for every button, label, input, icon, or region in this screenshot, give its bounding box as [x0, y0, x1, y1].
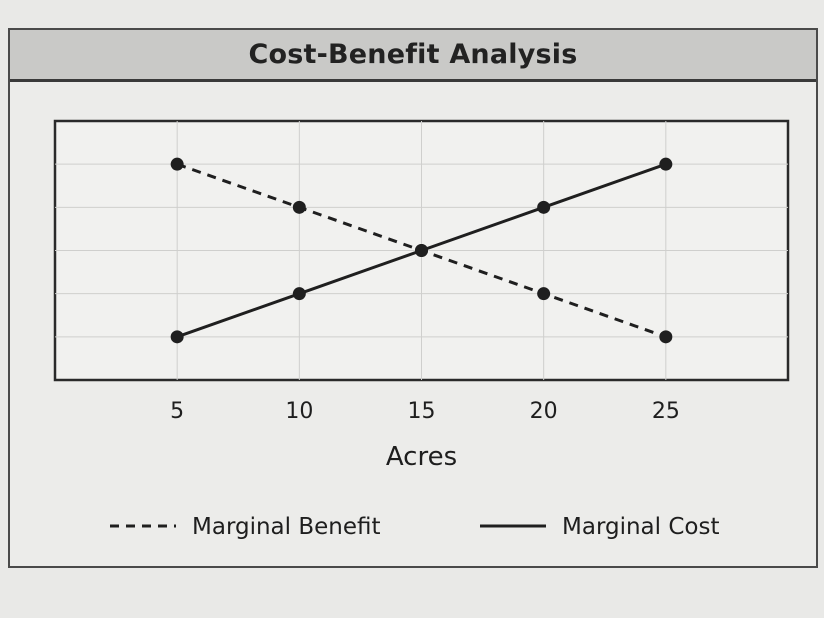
series-marginal-cost	[170, 157, 673, 344]
legend-item-marginal-benefit: Marginal Benefit	[110, 514, 381, 540]
legend-label: Marginal Cost	[562, 514, 720, 540]
x-tick-label: 15	[408, 399, 436, 424]
series-layer	[170, 157, 673, 344]
data-point-marginal-benefit	[170, 157, 184, 171]
x-axis-label: Acres	[386, 442, 457, 472]
data-point-marginal-cost	[415, 244, 428, 257]
x-tick-label: 25	[652, 399, 680, 424]
chart-title: Cost-Benefit Analysis	[248, 39, 578, 70]
legend-label: Marginal Benefit	[192, 514, 381, 540]
x-tick-label: 10	[285, 399, 313, 424]
data-point-marginal-cost	[659, 157, 673, 171]
data-point-marginal-benefit	[537, 287, 551, 301]
data-point-marginal-cost	[170, 330, 184, 344]
x-tick-label: 20	[530, 399, 558, 424]
data-point-marginal-benefit	[659, 330, 673, 344]
legend: Marginal Benefit Marginal Cost	[110, 514, 720, 540]
legend-item-marginal-cost: Marginal Cost	[480, 514, 720, 540]
data-point-marginal-benefit	[292, 200, 306, 214]
x-tick-label: 5	[170, 399, 184, 424]
title-bar: Cost-Benefit Analysis	[10, 30, 816, 82]
data-point-marginal-cost	[537, 200, 551, 214]
x-axis-ticks: 5 10 15 20 25	[170, 399, 680, 424]
data-point-marginal-cost	[292, 287, 306, 301]
